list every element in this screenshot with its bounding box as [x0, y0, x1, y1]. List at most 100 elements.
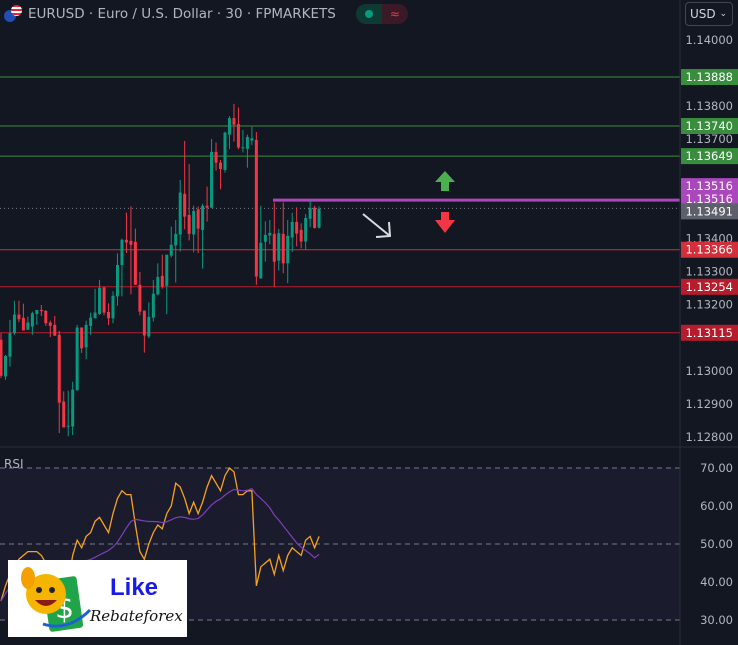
candle-down [272, 233, 276, 262]
arrow-up-icon [435, 171, 455, 191]
logo-text-rebateforex: Rebateforex [90, 607, 183, 625]
candle-down [39, 309, 43, 311]
candle-down [133, 241, 137, 285]
currency-flag-icon [4, 5, 22, 23]
last-price-label: 1.13491 [685, 204, 733, 218]
candle-up [317, 208, 321, 228]
watermark-logo: $ Like Rebateforex [8, 560, 187, 637]
candle-down [232, 118, 236, 125]
candle-down [295, 221, 299, 234]
level-price-label: 1.13366 [685, 243, 733, 257]
market-status[interactable]: ≈ [355, 4, 408, 24]
level-price-label: 1.13888 [685, 70, 733, 84]
price-tick: 1.13200 [685, 298, 733, 312]
candle-down [313, 207, 317, 228]
candle-down [299, 229, 303, 242]
candle-down [281, 233, 285, 264]
currency-select[interactable]: USD ⌄ [685, 2, 733, 26]
rsi-tick: 60.00 [700, 499, 733, 513]
level-price-label: 1.13649 [685, 149, 733, 163]
rsi-indicator-label[interactable]: RSI [4, 457, 24, 471]
purple-price-label-bg[interactable] [681, 191, 738, 208]
level-price-label-bg[interactable] [681, 278, 738, 295]
arrow-down-icon [435, 212, 455, 233]
candle-down [57, 334, 61, 403]
candle-up [290, 221, 294, 238]
candle-up [12, 314, 16, 334]
candle-down [80, 327, 84, 349]
candle-down [53, 324, 57, 336]
candle-down [62, 401, 66, 428]
candle-up [98, 287, 102, 314]
candle-up [241, 147, 245, 149]
candle-up [169, 244, 173, 256]
price-tick: 1.13700 [685, 132, 733, 146]
price-tick: 1.13800 [685, 99, 733, 113]
candle-up [268, 232, 272, 236]
last-price-label-bg[interactable] [681, 203, 738, 220]
level-price-label-bg[interactable] [681, 241, 738, 258]
candle-down [254, 139, 258, 277]
market-open-icon [355, 4, 382, 24]
price-tick: 1.14000 [685, 33, 733, 47]
candle-up [84, 324, 88, 348]
purple-price-label: 1.13516 [685, 192, 733, 206]
candle-up [120, 239, 124, 265]
candle-up [26, 322, 30, 330]
candle-down [196, 209, 200, 229]
level-price-label-bg[interactable] [681, 118, 738, 135]
candle-up [210, 151, 214, 208]
candle-down [142, 310, 146, 336]
purple-price-label: 1.13516 [685, 179, 733, 193]
candle-up [201, 205, 205, 230]
logo-emoji-icon: $ [21, 567, 92, 632]
candle-up [89, 317, 93, 326]
currency-value: USD [690, 7, 716, 21]
candle-down [124, 239, 128, 243]
candle-down [219, 162, 223, 170]
chevron-down-icon: ⌄ [719, 9, 727, 19]
candle-up [263, 234, 267, 242]
price-tick: 1.12800 [685, 430, 733, 444]
level-price-label-bg[interactable] [681, 148, 738, 165]
candle-up [286, 235, 290, 264]
candle-up [192, 211, 196, 235]
candle-up [147, 316, 151, 337]
level-price-label: 1.13254 [685, 280, 733, 294]
candle-up [308, 207, 312, 219]
candle-up [259, 242, 263, 279]
candle-up [111, 295, 115, 319]
rsi-tick: 40.00 [700, 575, 733, 589]
candle-down [236, 124, 240, 148]
candle-down [205, 205, 209, 208]
trend-arrow-icon[interactable] [362, 213, 392, 238]
price-tick: 1.13300 [685, 265, 733, 279]
candle-down [138, 284, 142, 312]
candle-down [102, 287, 106, 313]
level-price-label: 1.13740 [685, 119, 733, 133]
candle-down [17, 314, 21, 320]
candle-up [304, 217, 308, 242]
price-tick: 1.12900 [685, 397, 733, 411]
logo-text-like: Like [110, 574, 159, 601]
level-price-label-bg[interactable] [681, 324, 738, 341]
purple-price-label-bg[interactable] [681, 178, 738, 195]
candle-up [8, 333, 12, 357]
candle-down [44, 310, 48, 324]
candle-up [165, 254, 169, 286]
candle-up [227, 118, 231, 135]
symbol-title: EURUSD · Euro / U.S. Dollar · 30 · FPMAR… [28, 6, 336, 22]
price-tick: 1.13000 [685, 364, 733, 378]
candle-up [178, 192, 182, 235]
symbol-header[interactable]: EURUSD · Euro / U.S. Dollar · 30 · FPMAR… [4, 4, 408, 24]
candle-down [129, 240, 133, 245]
candle-up [30, 313, 34, 327]
rsi-tick: 70.00 [700, 461, 733, 475]
candle-up [174, 233, 178, 246]
level-price-label-bg[interactable] [681, 69, 738, 86]
rsi-tick: 30.00 [700, 613, 733, 627]
candle-up [245, 136, 249, 149]
candle-down [0, 339, 3, 376]
candle-up [223, 132, 227, 171]
